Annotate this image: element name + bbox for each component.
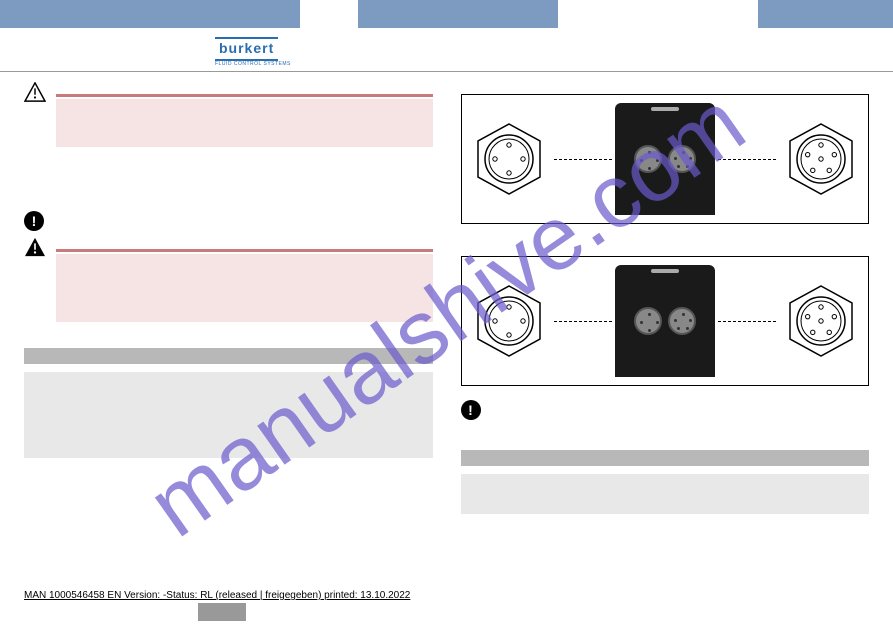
warning-header — [56, 249, 433, 252]
device-icon — [615, 265, 715, 377]
top-bar — [0, 0, 893, 28]
text-block — [24, 372, 433, 458]
connector-diagram — [461, 256, 870, 386]
doc-footer: MAN 1000546458 EN Version: -Status: RL (… — [24, 590, 410, 601]
right-column: ! — [461, 82, 870, 629]
warning-triangle-icon — [24, 82, 46, 102]
text-block — [461, 474, 870, 514]
device-port-icon — [634, 307, 662, 335]
logo-row: burkert FLUID CONTROL SYSTEMS — [0, 28, 893, 72]
text-block — [24, 348, 433, 364]
device-port-icon — [668, 307, 696, 335]
info-icon: ! — [24, 211, 44, 231]
warning-triangle-filled-icon — [24, 237, 46, 257]
text-block — [461, 450, 870, 466]
connector-diagram — [461, 94, 870, 224]
left-column: ! — [24, 82, 433, 629]
plug-left-icon — [470, 282, 548, 360]
warning-body — [56, 254, 433, 322]
page-number-box — [198, 603, 246, 621]
plug-left-icon — [470, 120, 548, 198]
warning-header — [56, 94, 433, 97]
device-port-icon — [668, 145, 696, 173]
plug-right-icon — [782, 120, 860, 198]
device-port-icon — [634, 145, 662, 173]
brand-tagline: FLUID CONTROL SYSTEMS — [215, 61, 291, 67]
device-icon — [615, 103, 715, 215]
info-icon: ! — [461, 400, 481, 420]
brand-logo: burkert — [219, 40, 274, 56]
plug-right-icon — [782, 282, 860, 360]
warning-body — [56, 99, 433, 147]
